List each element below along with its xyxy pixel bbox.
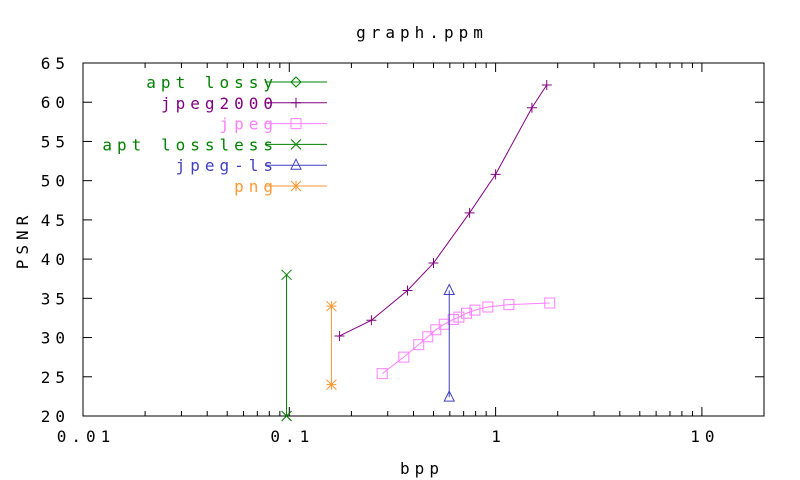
square-marker — [430, 324, 442, 336]
plus-marker — [334, 330, 345, 341]
y-tick-label: 30 — [41, 329, 70, 348]
square-marker — [461, 307, 473, 319]
plus-marker — [541, 79, 552, 90]
plus-marker — [366, 315, 377, 326]
y-tick-label: 60 — [41, 93, 70, 112]
plus-marker — [428, 258, 439, 269]
star-marker — [290, 180, 302, 192]
star-marker — [326, 300, 337, 312]
cross-marker — [281, 410, 292, 422]
square-marker — [422, 331, 434, 343]
cross-marker — [290, 139, 302, 150]
plus-marker — [291, 97, 301, 108]
diamond-marker — [290, 76, 302, 88]
square-marker — [398, 351, 410, 363]
legend-label: apt lossless — [102, 135, 278, 154]
y-tick-label: 35 — [41, 289, 70, 308]
square-marker — [544, 297, 556, 309]
square-marker — [503, 299, 515, 311]
series-line — [381, 302, 550, 375]
series-jpeg2000 — [334, 79, 552, 341]
series-png — [326, 300, 337, 390]
series-line — [339, 84, 548, 337]
y-tick-label: 50 — [41, 172, 70, 191]
x-tick-label: 0.1 — [270, 427, 314, 446]
series-group — [281, 79, 556, 422]
x-tick-label: 1 — [491, 427, 506, 446]
square-marker — [447, 314, 459, 326]
legend-label: png — [234, 177, 278, 196]
series-apt-lossless — [281, 269, 292, 422]
legend-label: apt lossy — [146, 73, 278, 92]
y-tick-label: 20 — [41, 407, 70, 426]
plot-border — [82, 62, 765, 417]
square-marker — [453, 311, 465, 323]
legend-label: jpeg — [219, 115, 278, 134]
x-tick-label: 10 — [690, 427, 719, 446]
legend-label: jpeg-ls — [176, 156, 278, 175]
series-jpeg-ls — [443, 283, 456, 402]
triangle-marker — [290, 158, 302, 170]
star-marker — [326, 379, 337, 390]
square-marker — [482, 301, 494, 313]
plus-marker — [402, 285, 413, 296]
series-jpeg — [376, 297, 556, 380]
chart-title: graph.ppm — [356, 23, 488, 42]
square-marker — [469, 304, 481, 316]
cross-marker — [281, 269, 292, 281]
y-axis-label: PSNR — [13, 211, 32, 270]
y-tick-label: 65 — [41, 54, 70, 73]
triangle-marker — [443, 390, 456, 402]
square-marker — [376, 368, 388, 380]
triangle-marker — [443, 283, 456, 295]
y-tick-label: 25 — [41, 368, 70, 387]
square-marker — [290, 118, 302, 130]
x-tick-label: 0.01 — [57, 427, 116, 446]
x-axis-label: bpp — [400, 459, 444, 478]
axes: 20 25 30 35 40 45 50 55 60 65 0.01 0.1 1 10 — [41, 54, 765, 446]
y-tick-label: 40 — [41, 250, 70, 269]
plus-marker — [464, 207, 475, 218]
plus-marker — [490, 169, 501, 180]
y-tick-label: 55 — [41, 132, 70, 151]
legend-label: jpeg2000 — [161, 94, 278, 113]
plus-marker — [526, 102, 537, 113]
y-tick-label: 45 — [41, 211, 70, 230]
square-marker — [413, 339, 425, 351]
